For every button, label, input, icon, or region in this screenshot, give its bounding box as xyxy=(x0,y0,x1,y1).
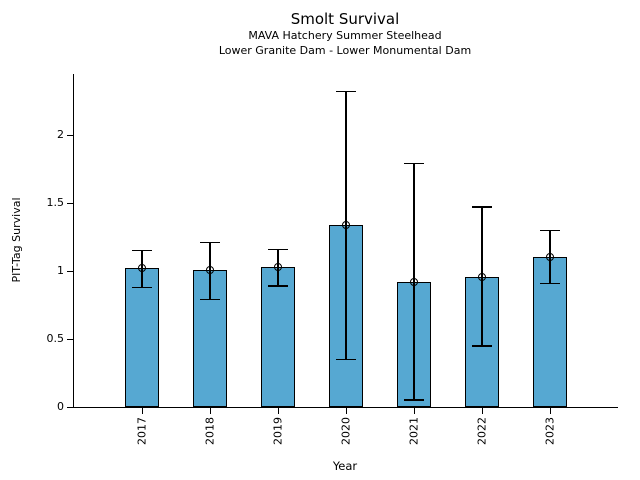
y-tick-label: 2 xyxy=(57,128,64,142)
error-bar-cap-bottom xyxy=(404,399,424,401)
error-bar-cap-bottom xyxy=(336,358,356,361)
point-estimate-marker xyxy=(546,253,554,262)
x-tick-label-2017: 2017 xyxy=(135,417,149,445)
error-bar-cap-bottom xyxy=(200,298,220,301)
chart-subtitle-line1: MAVA Hatchery Summer Steelhead xyxy=(248,29,442,42)
x-tick-label-2019: 2019 xyxy=(271,417,285,445)
plot-area: 0 0.5 1 1.5 2 2017 2018 2019 2020 2021 2022 2023 xyxy=(47,74,618,445)
error-bar-cap-bottom xyxy=(268,285,288,287)
y-tick-mark xyxy=(67,270,73,272)
x-tick-label-2022: 2022 xyxy=(475,417,489,445)
bar-2017 xyxy=(125,268,159,407)
error-bar-cap-top xyxy=(200,241,220,244)
point-estimate-marker xyxy=(478,272,486,281)
error-bar-cap-top xyxy=(540,229,560,232)
bar-2019 xyxy=(261,267,295,407)
point-estimate-marker xyxy=(274,263,282,271)
point-estimate-marker xyxy=(342,220,350,229)
x-tick-mark xyxy=(141,408,143,414)
x-tick-mark xyxy=(277,408,279,414)
x-tick-label-2021: 2021 xyxy=(407,417,421,445)
x-tick-label-2023: 2023 xyxy=(543,417,557,445)
error-bar-cap-top xyxy=(268,248,288,251)
chart-subtitle-line2: Lower Granite Dam - Lower Monumental Dam xyxy=(218,44,472,57)
error-bar-cap-top xyxy=(404,162,424,165)
chart-title: Smolt Survival xyxy=(290,10,400,28)
y-tick-mark xyxy=(67,338,73,340)
y-tick-label: 1 xyxy=(57,264,64,278)
error-bar-cap-top xyxy=(336,90,356,93)
x-tick-label-2018: 2018 xyxy=(203,417,217,445)
x-tick-mark xyxy=(549,408,551,414)
x-tick-mark xyxy=(209,408,211,414)
point-estimate-marker xyxy=(410,277,418,286)
error-bar-cap-bottom xyxy=(472,345,492,347)
error-bar-cap-top xyxy=(472,206,492,208)
error-bar-cap-bottom xyxy=(132,286,152,289)
error-bar-cap-bottom xyxy=(540,282,560,285)
error-bar-cap-top xyxy=(132,249,152,252)
x-axis-label: Year xyxy=(332,459,358,473)
y-tick-mark xyxy=(67,134,73,136)
y-tick-label: 0.5 xyxy=(46,332,65,346)
x-tick-mark xyxy=(481,408,483,414)
x-tick-label-2020: 2020 xyxy=(339,417,353,445)
point-estimate-marker xyxy=(138,264,146,273)
y-tick-label: 0 xyxy=(57,400,64,413)
y-tick-mark xyxy=(67,202,73,204)
bar-2018 xyxy=(193,269,227,407)
y-axis-label: PIT-Tag Survival xyxy=(10,197,23,283)
y-tick-label: 1.5 xyxy=(46,196,65,210)
x-tick-mark xyxy=(413,408,415,414)
y-tick-mark xyxy=(67,406,73,408)
x-tick-mark xyxy=(345,408,347,414)
point-estimate-marker xyxy=(206,265,214,274)
